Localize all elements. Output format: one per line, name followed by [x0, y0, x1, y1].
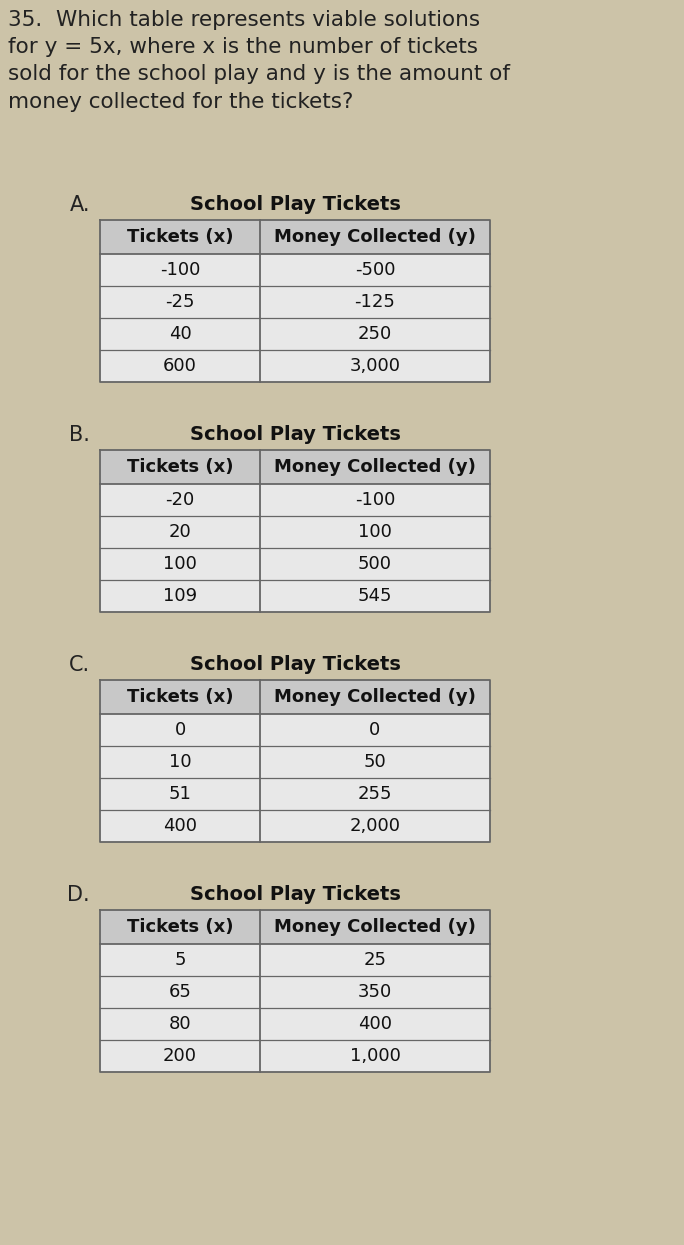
Bar — [100, 449, 490, 484]
Bar — [100, 286, 490, 317]
Bar — [100, 976, 490, 1008]
Text: 100: 100 — [358, 523, 392, 542]
Text: Tickets (x): Tickets (x) — [127, 458, 233, 476]
Text: -125: -125 — [354, 293, 395, 311]
Bar — [100, 1008, 490, 1040]
Text: 100: 100 — [163, 555, 197, 573]
Text: 400: 400 — [358, 1015, 392, 1033]
Text: Money Collected (y): Money Collected (y) — [274, 228, 476, 247]
Bar — [100, 220, 490, 254]
Text: 2,000: 2,000 — [350, 817, 401, 835]
Bar — [100, 910, 490, 944]
Text: 600: 600 — [163, 357, 197, 375]
Text: -100: -100 — [355, 491, 395, 509]
Text: B.: B. — [69, 425, 90, 444]
Text: 10: 10 — [169, 753, 192, 771]
Text: 50: 50 — [364, 753, 386, 771]
Text: Money Collected (y): Money Collected (y) — [274, 918, 476, 936]
Bar — [100, 548, 490, 580]
Bar — [100, 254, 490, 286]
Bar — [100, 778, 490, 810]
Text: A.: A. — [70, 195, 90, 215]
Text: 51: 51 — [168, 786, 192, 803]
Bar — [100, 680, 490, 713]
Text: 40: 40 — [169, 325, 192, 344]
Text: School Play Tickets: School Play Tickets — [189, 195, 400, 214]
Text: 5: 5 — [174, 951, 186, 969]
Bar — [100, 580, 490, 613]
Text: 1,000: 1,000 — [350, 1047, 400, 1064]
Text: Money Collected (y): Money Collected (y) — [274, 458, 476, 476]
Text: 25: 25 — [363, 951, 386, 969]
Text: 350: 350 — [358, 984, 392, 1001]
Bar — [100, 810, 490, 842]
Text: Tickets (x): Tickets (x) — [127, 918, 233, 936]
Text: School Play Tickets: School Play Tickets — [189, 426, 400, 444]
Text: 0: 0 — [369, 721, 380, 740]
Text: Tickets (x): Tickets (x) — [127, 228, 233, 247]
Bar — [100, 515, 490, 548]
Text: -20: -20 — [166, 491, 195, 509]
Text: -25: -25 — [166, 293, 195, 311]
Bar — [100, 484, 490, 515]
Text: 545: 545 — [358, 586, 392, 605]
Text: Tickets (x): Tickets (x) — [127, 688, 233, 706]
Text: 80: 80 — [169, 1015, 192, 1033]
Bar — [100, 713, 490, 746]
Text: 35.  Which table represents viable solutions
for y = 5x, where x is the number o: 35. Which table represents viable soluti… — [8, 10, 510, 112]
Bar — [100, 746, 490, 778]
Text: -100: -100 — [160, 261, 200, 279]
Text: 255: 255 — [358, 786, 392, 803]
Text: School Play Tickets: School Play Tickets — [189, 656, 400, 675]
Bar — [100, 317, 490, 350]
Text: 65: 65 — [168, 984, 192, 1001]
Text: Money Collected (y): Money Collected (y) — [274, 688, 476, 706]
Text: 400: 400 — [163, 817, 197, 835]
Text: 3,000: 3,000 — [350, 357, 401, 375]
Text: School Play Tickets: School Play Tickets — [189, 885, 400, 905]
Text: 109: 109 — [163, 586, 197, 605]
Text: 20: 20 — [169, 523, 192, 542]
Bar — [100, 944, 490, 976]
Bar — [100, 1040, 490, 1072]
Text: 0: 0 — [174, 721, 185, 740]
Text: -500: -500 — [355, 261, 395, 279]
Bar — [100, 350, 490, 382]
Text: 500: 500 — [358, 555, 392, 573]
Text: C.: C. — [69, 655, 90, 675]
Text: 250: 250 — [358, 325, 392, 344]
Text: 200: 200 — [163, 1047, 197, 1064]
Text: D.: D. — [68, 885, 90, 905]
